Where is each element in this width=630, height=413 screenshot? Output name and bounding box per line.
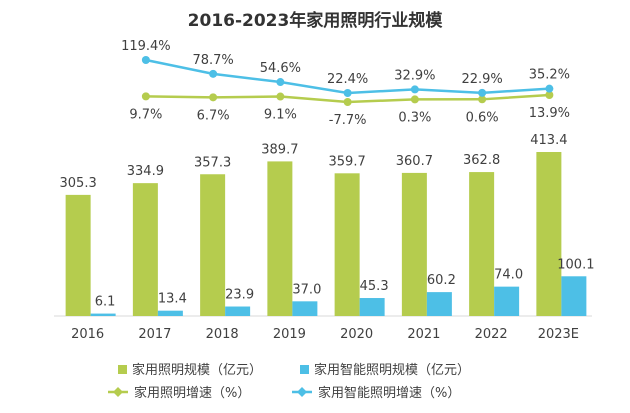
line-label-smart-growth: 35.2% bbox=[529, 68, 570, 83]
bar-home-lighting bbox=[334, 173, 360, 316]
point-home-growth bbox=[209, 93, 218, 102]
point-home-growth bbox=[545, 91, 554, 99]
bar-home-lighting bbox=[267, 161, 293, 316]
bar-label-home: 389.7 bbox=[261, 142, 298, 157]
bar-smart-lighting bbox=[494, 286, 520, 316]
bar-smart-lighting bbox=[561, 276, 587, 316]
line-label-home-growth: 9.1% bbox=[264, 108, 297, 123]
legend-swatch-bar bbox=[300, 365, 309, 374]
line-label-home-growth: 13.9% bbox=[529, 106, 570, 121]
line-label-smart-growth: 78.7% bbox=[192, 53, 233, 68]
line-label-home-growth: 0.3% bbox=[398, 110, 431, 125]
point-home-growth bbox=[410, 95, 419, 104]
bar-smart-lighting bbox=[426, 292, 452, 316]
line-label-home-growth: 9.7% bbox=[129, 107, 162, 122]
bar-label-smart: 23.9 bbox=[225, 288, 254, 303]
line-label-smart-growth: 22.4% bbox=[327, 72, 368, 87]
bar-smart-lighting bbox=[292, 301, 318, 316]
legend-swatch-bar bbox=[118, 365, 127, 374]
line-label-home-growth: -7.7% bbox=[329, 113, 367, 128]
legend-label: 家用智能照明增速（%） bbox=[318, 385, 460, 401]
x-tick-label: 2021 bbox=[407, 327, 440, 342]
legend-label: 家用智能照明规模（亿元） bbox=[314, 362, 470, 378]
bar-label-home: 362.8 bbox=[463, 153, 500, 168]
line-label-smart-growth: 54.6% bbox=[260, 61, 301, 76]
bar-label-smart: 6.1 bbox=[95, 295, 116, 310]
x-tick-label: 2016 bbox=[71, 327, 104, 342]
bar-smart-lighting bbox=[225, 306, 251, 316]
bar-smart-lighting bbox=[359, 298, 385, 316]
point-home-growth bbox=[141, 92, 150, 101]
point-smart-growth bbox=[545, 84, 554, 93]
bar-smart-lighting bbox=[157, 310, 183, 316]
bar-home-lighting bbox=[65, 194, 91, 316]
x-tick-label: 2018 bbox=[206, 327, 239, 342]
point-smart-growth bbox=[276, 78, 285, 87]
bar-label-smart: 100.1 bbox=[557, 257, 594, 272]
bar-label-home: 413.4 bbox=[530, 133, 567, 148]
bar-label-home: 334.9 bbox=[127, 164, 164, 179]
line-label-smart-growth: 22.9% bbox=[461, 72, 502, 87]
bar-home-lighting bbox=[469, 172, 495, 316]
x-tick-label: 2019 bbox=[273, 327, 306, 342]
bar-label-smart: 37.0 bbox=[292, 282, 321, 297]
bar-label-smart: 45.3 bbox=[360, 279, 389, 294]
bar-label-home: 305.3 bbox=[60, 176, 97, 191]
point-home-growth bbox=[276, 92, 285, 101]
bar-label-smart: 13.4 bbox=[158, 292, 187, 307]
legend-swatch-marker bbox=[297, 387, 307, 397]
point-smart-growth bbox=[478, 88, 487, 97]
x-tick-label: 2022 bbox=[475, 327, 508, 342]
x-tick-label: 2023E bbox=[538, 327, 579, 342]
point-smart-growth bbox=[209, 69, 218, 78]
bar-label-home: 359.7 bbox=[329, 154, 366, 169]
bar-label-smart: 74.0 bbox=[494, 268, 523, 283]
bar-home-lighting bbox=[132, 183, 158, 316]
legend-swatch-marker bbox=[113, 387, 123, 397]
point-smart-growth bbox=[141, 56, 150, 64]
bar-smart-lighting bbox=[90, 313, 116, 316]
chart-title: 2016-2023年家用照明行业规模 bbox=[187, 11, 443, 31]
bar-label-home: 357.3 bbox=[194, 155, 231, 170]
x-tick-label: 2017 bbox=[138, 327, 171, 342]
bar-label-smart: 60.2 bbox=[427, 273, 456, 288]
line-label-smart-growth: 119.4% bbox=[121, 39, 171, 54]
line-label-smart-growth: 32.9% bbox=[394, 68, 435, 83]
point-home-growth bbox=[343, 98, 352, 106]
bar-home-lighting bbox=[536, 152, 562, 316]
point-smart-growth bbox=[343, 89, 352, 97]
point-home-growth bbox=[478, 95, 487, 104]
legend-label: 家用照明增速（%） bbox=[134, 385, 250, 401]
x-tick-label: 2020 bbox=[340, 327, 373, 342]
line-label-home-growth: 6.7% bbox=[197, 108, 230, 123]
point-smart-growth bbox=[410, 85, 419, 94]
bar-home-lighting bbox=[401, 172, 427, 316]
bar-home-lighting bbox=[200, 174, 226, 316]
bar-label-home: 360.7 bbox=[396, 154, 433, 169]
legend-label: 家用照明规模（亿元） bbox=[132, 362, 262, 378]
line-label-home-growth: 0.6% bbox=[466, 110, 499, 125]
